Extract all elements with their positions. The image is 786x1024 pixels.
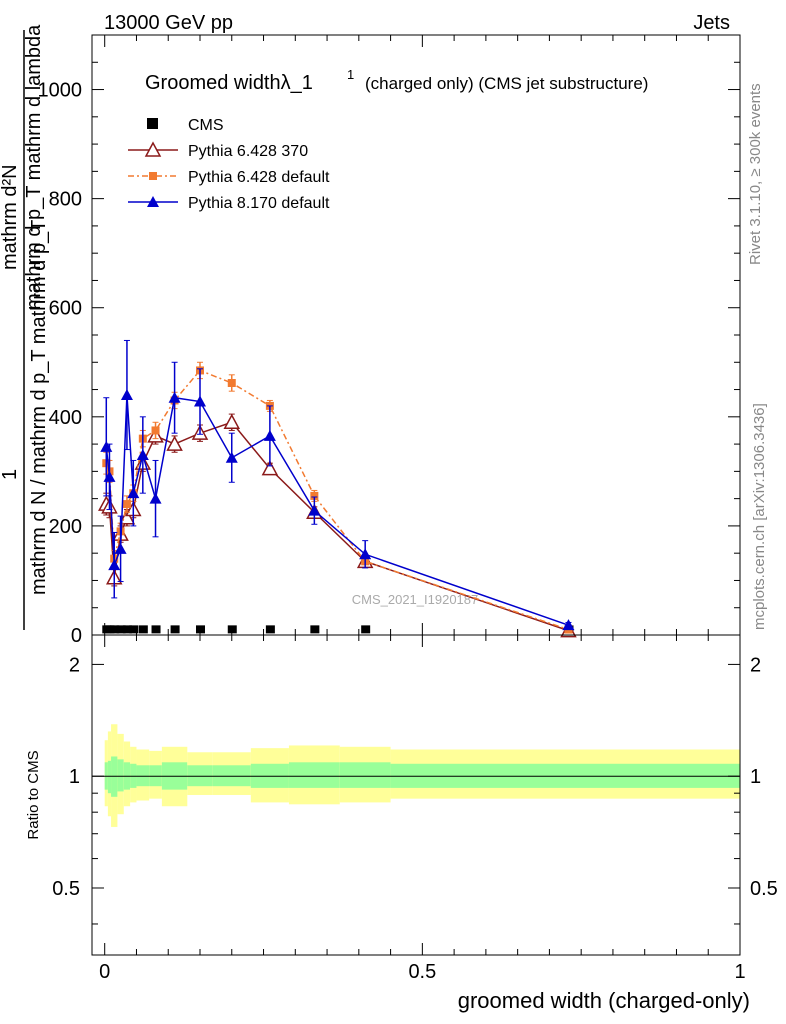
y-label-num1: 1 [0, 469, 21, 480]
p8-point [194, 395, 206, 407]
ratio-bands [104, 724, 740, 827]
ratio-x-ticks: 0 0.5 1 [99, 635, 746, 983]
y-tick-label: 200 [49, 516, 82, 538]
y-label-den2: mathrm d p_T mathrm d lambda [23, 24, 45, 310]
p8-point [120, 389, 133, 400]
legend-marker-cms [147, 118, 158, 129]
cms-data-point [310, 625, 320, 634]
p6_def-point [122, 500, 131, 509]
p8-point [149, 492, 162, 504]
x-tick-label: 0.5 [408, 961, 436, 983]
ratio-y-ticks: 0.5 0.5 1 1 2 2 [52, 654, 778, 925]
legend-label-cms: CMS [188, 117, 224, 134]
p8-point [114, 542, 127, 554]
ratio-y-tick-label-right: 1 [750, 766, 761, 788]
p8-point [103, 470, 116, 482]
p6_def-point [310, 491, 319, 500]
p6_370-point [261, 460, 279, 476]
series-layer [98, 339, 577, 638]
p8-point [359, 548, 372, 560]
p8-point [136, 449, 149, 460]
p8-point [127, 487, 140, 499]
rivet-label: Rivet 3.1.10, ≥ 300k events [747, 83, 764, 265]
chart-title-rest: (charged only) (CMS jet substructure) [365, 74, 648, 93]
x-axis-label: groomed width (charged-only) [458, 988, 750, 1013]
p8-point [108, 559, 121, 571]
p8-point [225, 451, 238, 463]
p8-point [308, 504, 321, 516]
p8-point [100, 440, 113, 452]
legend-label-p6-default: Pythia 6.428 default [188, 169, 330, 186]
cms-data-point [138, 625, 148, 634]
p6_370-point [166, 435, 183, 451]
cms-data-point [151, 625, 161, 634]
y-label-den1: mathrm d N / mathrm d p_T mathrm d p_T [28, 220, 50, 595]
y-label-num2: mathrm d²N [0, 164, 21, 270]
ratio-frame [91, 634, 741, 956]
header-right: Jets [693, 12, 730, 34]
ratio-y-tick-label: 0.5 [52, 878, 80, 900]
mcplots-label: mcplots.cern.ch [arXiv:1306.3436] [751, 403, 768, 630]
ratio-y-tick-label: 1 [69, 766, 80, 788]
p8-point [562, 619, 575, 631]
y-tick-label: 0 [71, 625, 82, 647]
y-tick-label: 600 [49, 298, 82, 320]
p8-point [263, 429, 276, 441]
ratio-y-tick-label: 2 [69, 654, 80, 676]
p8-line [105, 394, 569, 626]
cms-data-point [227, 625, 237, 634]
ratio-y-axis-label: Ratio to CMS [25, 750, 42, 839]
ratio-band-inner [117, 759, 124, 792]
cms-data-point [110, 625, 120, 634]
y-tick-label: 400 [49, 407, 82, 429]
cms-data-point [105, 625, 115, 634]
legend-marker-p6-370 [144, 141, 162, 157]
cms-data-point [361, 625, 371, 634]
x-tick-label: 1 [734, 961, 745, 983]
ratio-y-tick-label-right: 2 [750, 654, 761, 676]
legend-label-p8: Pythia 8.170 default [188, 195, 330, 212]
y-tick-label: 800 [49, 189, 82, 211]
chart-title-superscript: 1 [347, 67, 354, 82]
main-y-axis-label: mathrm d N / mathrm d p_T mathrm d p_T 1… [0, 24, 50, 630]
ratio-band-inner [288, 762, 340, 788]
cms-data-point [122, 625, 132, 634]
ratio-band-inner [339, 762, 391, 788]
watermark: CMS_2021_I1920187 [352, 592, 479, 607]
ratio-band-inner [107, 760, 112, 794]
p6_def-point [151, 426, 160, 435]
cms-data-point [129, 625, 139, 634]
ratio-y-tick-label-right: 0.5 [750, 878, 778, 900]
y-tick-label: 1000 [38, 80, 83, 102]
p6_def-point [227, 379, 236, 387]
legend-label-p6-370: Pythia 6.428 370 [188, 143, 308, 160]
cms-data-point [170, 625, 180, 634]
chart-title: Groomed widthλ_1 [145, 72, 313, 94]
legend-marker-p6-default [149, 172, 157, 180]
p6_370-point [223, 413, 241, 430]
cms-data-point [196, 625, 205, 634]
legend: CMS Pythia 6.428 370 Pythia 6.428 defaul… [128, 117, 330, 212]
header-left: 13000 GeV pp [104, 12, 233, 34]
cms-data-point [265, 625, 275, 634]
x-tick-label: 0 [99, 961, 110, 983]
legend-marker-p8 [147, 196, 159, 207]
p8-point [168, 391, 181, 403]
main-y-ticks: 0 200 400 600 800 1000 [38, 34, 740, 647]
cms-data-point [116, 625, 126, 634]
p6_def-line [105, 369, 569, 631]
